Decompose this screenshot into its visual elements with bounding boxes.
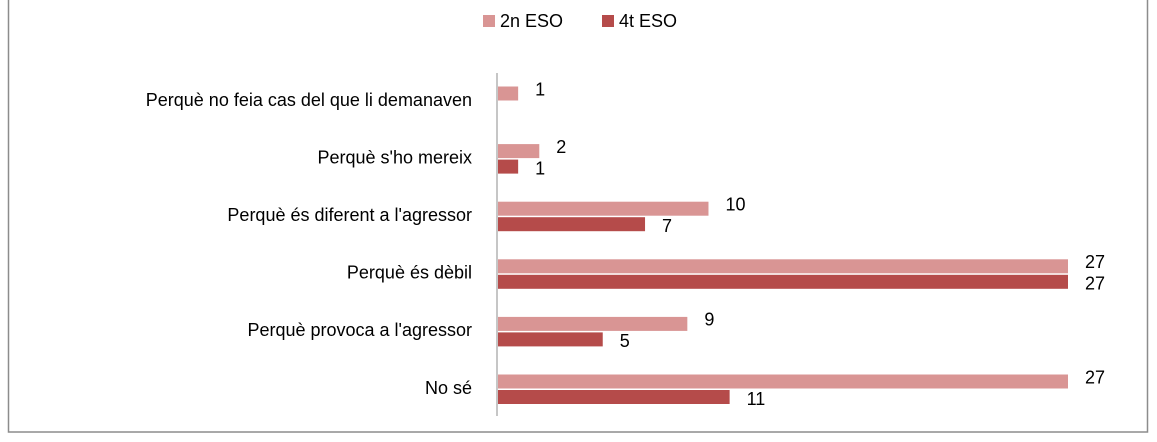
data-label: 9: [704, 310, 714, 330]
data-label: 10: [725, 194, 745, 214]
category-label: Perquè provoca a l'agressor: [247, 320, 472, 340]
data-label: 27: [1085, 367, 1105, 387]
data-label: 2: [556, 137, 566, 157]
bar: [498, 86, 519, 101]
bar: [498, 332, 603, 347]
bar: [498, 374, 1068, 389]
legend-swatch: [602, 15, 614, 27]
bar: [498, 217, 646, 232]
data-label: 1: [535, 79, 545, 99]
category-label: Perquè no feia cas del que li demanaven: [146, 90, 472, 110]
data-label: 27: [1085, 274, 1105, 294]
data-label: 5: [620, 331, 630, 351]
category-label: Perquè és diferent a l'agressor: [227, 205, 472, 225]
data-label: 7: [662, 216, 672, 236]
data-label: 27: [1085, 252, 1105, 272]
data-label: 11: [747, 389, 766, 409]
chart-frame: [7, 0, 1149, 433]
legend-label: 4t ESO: [619, 11, 677, 31]
bar: [498, 159, 519, 174]
category-label: No sé: [425, 378, 472, 398]
category-label: Perquè és dèbil: [347, 263, 472, 283]
bar: [498, 144, 540, 159]
category-label: Perquè s'ho mereix: [317, 147, 472, 167]
bar: [498, 316, 688, 331]
bar: [498, 274, 1068, 289]
legend-swatch: [483, 15, 495, 27]
bar: [498, 201, 709, 216]
bar: [498, 259, 1068, 274]
bar: [498, 390, 730, 404]
data-label: 1: [535, 158, 545, 178]
legend-label: 2n ESO: [500, 11, 563, 31]
